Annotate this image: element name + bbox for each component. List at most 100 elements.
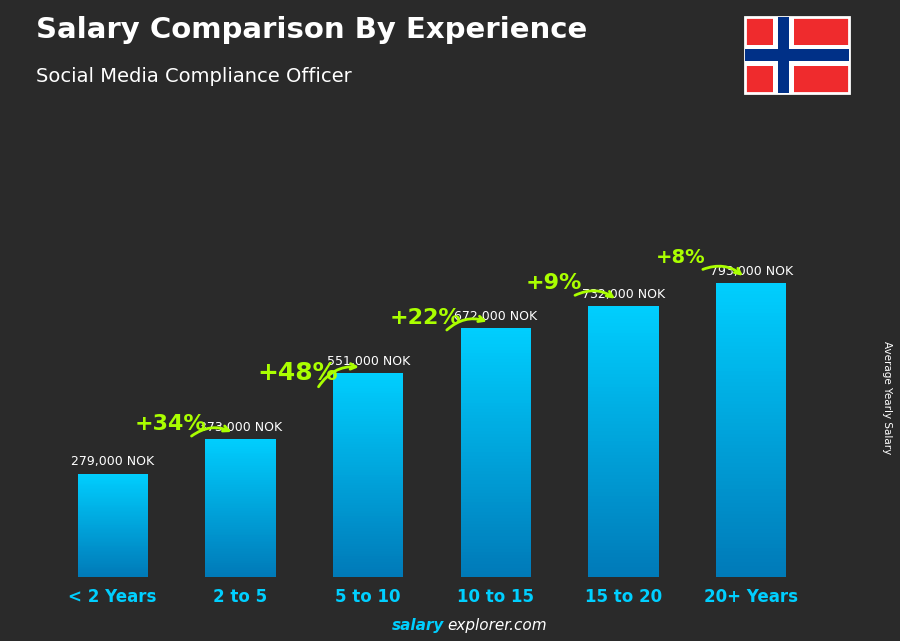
Bar bbox=[77, 526, 148, 528]
Bar bbox=[716, 540, 787, 544]
Bar bbox=[589, 479, 659, 482]
Bar bbox=[333, 503, 403, 506]
Bar bbox=[333, 465, 403, 467]
Bar bbox=[333, 480, 403, 483]
Bar bbox=[77, 560, 148, 562]
Bar bbox=[333, 510, 403, 513]
Bar bbox=[589, 451, 659, 455]
Bar bbox=[589, 306, 659, 309]
Bar bbox=[589, 485, 659, 489]
Bar bbox=[333, 452, 403, 454]
Bar bbox=[716, 460, 787, 463]
Bar bbox=[589, 356, 659, 360]
Bar bbox=[77, 559, 148, 560]
Bar bbox=[77, 564, 148, 565]
Bar bbox=[205, 532, 275, 534]
Bar bbox=[716, 415, 787, 419]
Bar bbox=[205, 545, 275, 547]
Bar bbox=[461, 458, 531, 462]
Bar bbox=[589, 455, 659, 458]
Bar bbox=[205, 510, 275, 512]
Bar bbox=[589, 543, 659, 546]
Text: Average Yearly Salary: Average Yearly Salary bbox=[881, 341, 892, 454]
Text: 672,000 NOK: 672,000 NOK bbox=[454, 310, 537, 323]
Bar bbox=[77, 507, 148, 508]
Bar bbox=[77, 484, 148, 485]
Bar bbox=[589, 560, 659, 563]
Bar bbox=[205, 483, 275, 485]
Bar bbox=[589, 546, 659, 550]
Bar bbox=[333, 556, 403, 559]
Bar bbox=[77, 540, 148, 541]
Bar bbox=[333, 385, 403, 388]
Bar bbox=[205, 499, 275, 501]
Bar bbox=[333, 574, 403, 577]
Bar bbox=[77, 556, 148, 558]
Bar bbox=[716, 412, 787, 415]
Bar bbox=[461, 505, 531, 508]
Bar bbox=[461, 440, 531, 443]
Bar bbox=[77, 569, 148, 570]
Bar bbox=[461, 462, 531, 465]
Bar bbox=[461, 490, 531, 493]
Bar bbox=[77, 565, 148, 567]
Bar bbox=[77, 554, 148, 555]
Bar bbox=[716, 422, 787, 426]
Bar bbox=[205, 470, 275, 472]
Bar bbox=[333, 462, 403, 465]
Bar bbox=[333, 544, 403, 546]
Bar bbox=[461, 499, 531, 503]
Bar bbox=[461, 340, 531, 344]
Bar bbox=[205, 465, 275, 467]
Bar bbox=[589, 397, 659, 401]
Bar bbox=[77, 503, 148, 504]
Bar bbox=[716, 507, 787, 511]
Text: 373,000 NOK: 373,000 NOK bbox=[199, 420, 282, 433]
Bar bbox=[716, 500, 787, 503]
Bar bbox=[589, 465, 659, 469]
Bar bbox=[716, 298, 787, 301]
Bar bbox=[773, 17, 794, 93]
Bar bbox=[333, 408, 403, 411]
Bar bbox=[589, 556, 659, 560]
Bar bbox=[461, 449, 531, 453]
Bar bbox=[461, 552, 531, 555]
Bar bbox=[205, 472, 275, 473]
Bar bbox=[716, 441, 787, 445]
Bar bbox=[461, 415, 531, 418]
Bar bbox=[333, 478, 403, 480]
Bar bbox=[716, 426, 787, 430]
Bar bbox=[589, 411, 659, 414]
Bar bbox=[205, 456, 275, 458]
Bar bbox=[205, 517, 275, 518]
Bar bbox=[205, 478, 275, 480]
Bar bbox=[461, 456, 531, 459]
Bar bbox=[333, 538, 403, 541]
Bar bbox=[77, 572, 148, 573]
Bar bbox=[461, 562, 531, 565]
Bar bbox=[461, 515, 531, 518]
Bar bbox=[716, 566, 787, 570]
Bar bbox=[77, 490, 148, 492]
Bar bbox=[77, 530, 148, 531]
Bar bbox=[333, 526, 403, 528]
Bar bbox=[77, 547, 148, 549]
Bar bbox=[589, 387, 659, 390]
Bar bbox=[716, 360, 787, 364]
Bar bbox=[333, 490, 403, 493]
Bar bbox=[716, 529, 787, 533]
Bar bbox=[589, 353, 659, 356]
Bar bbox=[333, 442, 403, 444]
Bar bbox=[461, 334, 531, 337]
Bar bbox=[716, 408, 787, 412]
Bar bbox=[716, 375, 787, 379]
Bar bbox=[461, 527, 531, 530]
Bar bbox=[716, 397, 787, 401]
Bar bbox=[716, 558, 787, 562]
Bar bbox=[461, 468, 531, 471]
Bar bbox=[77, 537, 148, 538]
Bar bbox=[205, 537, 275, 539]
Bar bbox=[716, 419, 787, 422]
Bar bbox=[333, 488, 403, 490]
Bar bbox=[589, 462, 659, 465]
